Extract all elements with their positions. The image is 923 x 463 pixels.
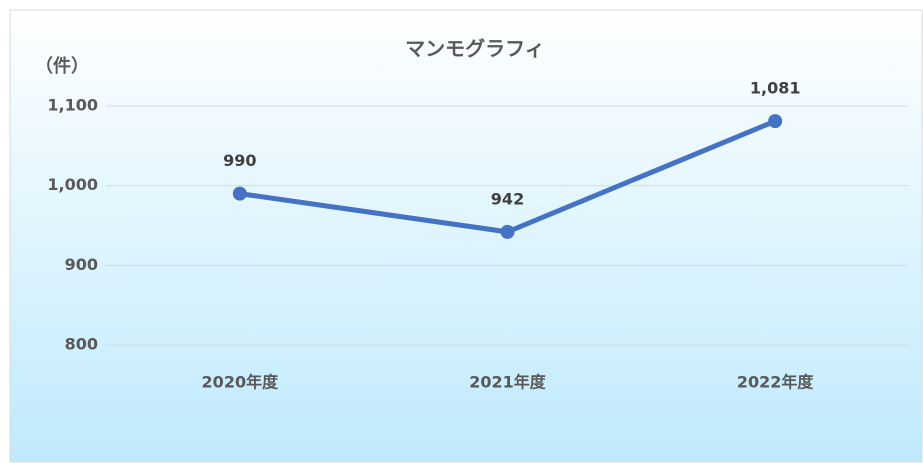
- data-label: 1,081: [750, 79, 801, 98]
- data-point: [768, 114, 783, 129]
- data-label: 990: [223, 151, 256, 170]
- chart-title: マンモグラフィ: [405, 37, 545, 61]
- x-tick-label: 2021年度: [469, 373, 547, 392]
- y-axis-label: （件）: [35, 55, 89, 77]
- chart-background: [9, 9, 923, 463]
- y-tick-label: 1,100: [47, 96, 98, 115]
- y-tick-label: 900: [65, 255, 98, 274]
- y-tick-label: 1,000: [47, 175, 98, 194]
- data-label: 942: [491, 189, 524, 208]
- x-tick-label: 2022年度: [737, 373, 815, 392]
- y-tick-label: 800: [65, 335, 98, 354]
- data-point: [232, 186, 247, 201]
- x-tick-label: 2020年度: [202, 373, 280, 392]
- data-point: [500, 224, 515, 239]
